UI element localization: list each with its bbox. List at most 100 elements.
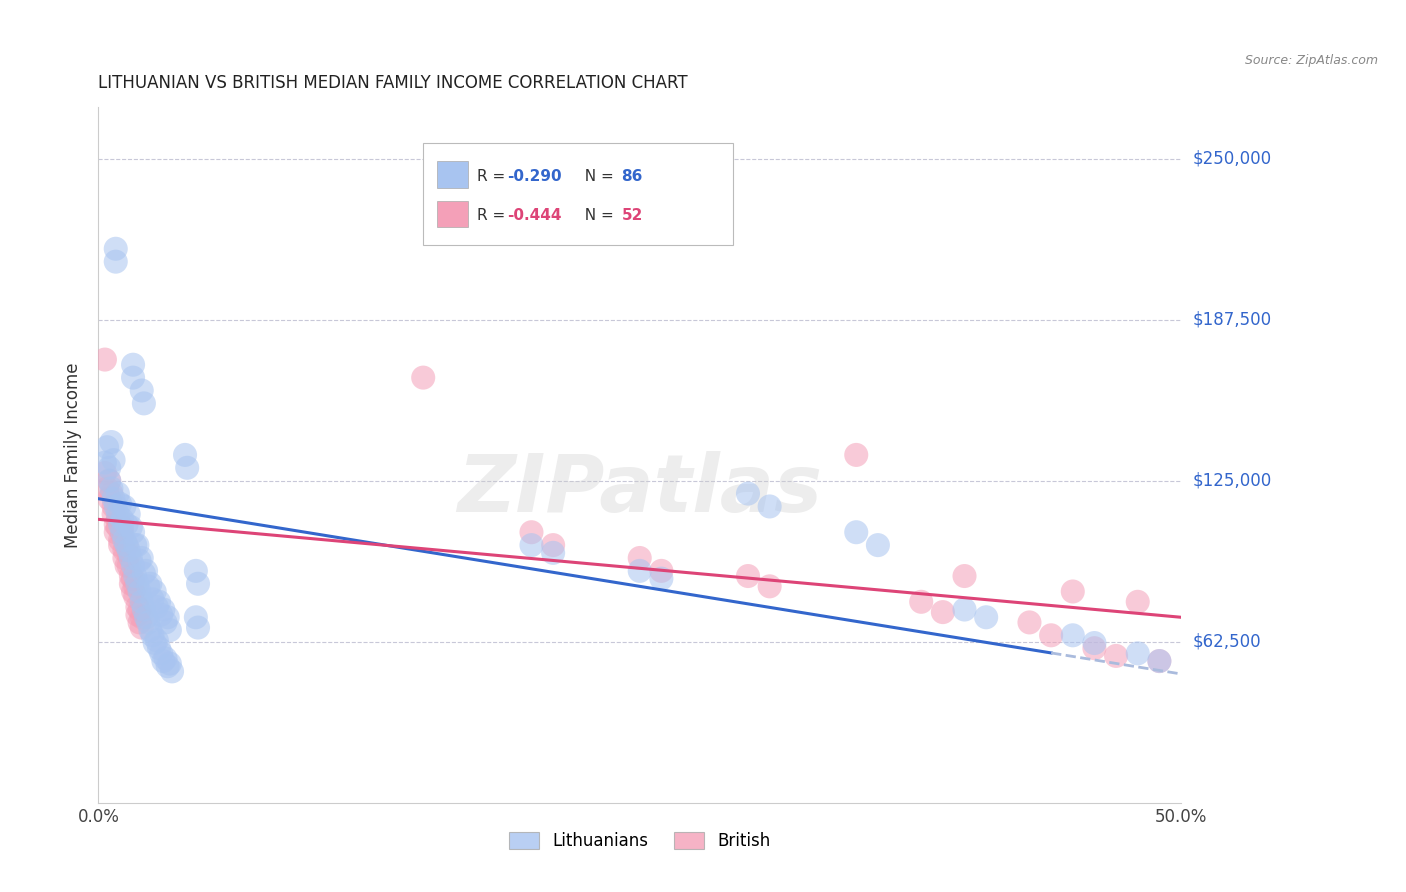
Point bbox=[103, 453, 125, 467]
Point bbox=[122, 572, 145, 586]
Point bbox=[100, 435, 122, 450]
Point bbox=[152, 654, 174, 668]
Point bbox=[96, 440, 118, 454]
Point bbox=[128, 615, 150, 630]
Point bbox=[628, 564, 651, 578]
Point bbox=[115, 517, 138, 532]
Point bbox=[122, 584, 145, 599]
Point bbox=[120, 576, 142, 591]
Point bbox=[143, 636, 166, 650]
Point bbox=[124, 590, 146, 604]
Text: R =: R = bbox=[477, 209, 510, 223]
Text: N =: N = bbox=[575, 209, 619, 223]
Point bbox=[650, 564, 672, 578]
Point bbox=[96, 482, 118, 496]
Point bbox=[118, 549, 141, 563]
Point bbox=[148, 595, 170, 609]
Point bbox=[184, 610, 207, 624]
Point bbox=[160, 665, 183, 679]
Point bbox=[1062, 584, 1084, 599]
Point bbox=[737, 486, 759, 500]
Point bbox=[124, 579, 146, 593]
Text: R =: R = bbox=[477, 169, 510, 184]
Point bbox=[94, 352, 117, 367]
Point bbox=[104, 500, 127, 514]
Point bbox=[135, 564, 157, 578]
Point bbox=[104, 517, 127, 532]
Point bbox=[104, 242, 127, 256]
Point bbox=[118, 507, 141, 521]
Point bbox=[1149, 654, 1171, 668]
Point bbox=[159, 623, 181, 637]
Point bbox=[120, 569, 142, 583]
Point bbox=[112, 500, 135, 514]
Point bbox=[150, 607, 173, 622]
Point bbox=[118, 543, 141, 558]
Point bbox=[155, 651, 177, 665]
Point bbox=[139, 576, 162, 591]
Point bbox=[132, 566, 155, 581]
Point bbox=[131, 551, 153, 566]
Point bbox=[112, 551, 135, 566]
Point bbox=[146, 599, 169, 614]
Point bbox=[1083, 641, 1105, 656]
Point bbox=[1105, 648, 1128, 663]
Point bbox=[112, 543, 135, 558]
Point bbox=[1040, 628, 1063, 642]
Point bbox=[115, 538, 138, 552]
Point bbox=[98, 491, 121, 506]
Point bbox=[108, 497, 131, 511]
Text: 86: 86 bbox=[621, 169, 643, 184]
Text: $62,500: $62,500 bbox=[1192, 632, 1261, 651]
Point bbox=[122, 370, 145, 384]
Point bbox=[108, 538, 131, 552]
Text: Source: ZipAtlas.com: Source: ZipAtlas.com bbox=[1244, 54, 1378, 67]
Point bbox=[111, 525, 134, 540]
Y-axis label: Median Family Income: Median Family Income bbox=[65, 362, 83, 548]
Point bbox=[1062, 628, 1084, 642]
Text: $187,500: $187,500 bbox=[1192, 310, 1271, 328]
Point bbox=[127, 576, 149, 591]
Point bbox=[122, 358, 145, 372]
Legend: Lithuanians, British: Lithuanians, British bbox=[502, 826, 778, 857]
Point bbox=[132, 602, 155, 616]
Point bbox=[932, 605, 955, 619]
Point bbox=[146, 633, 169, 648]
Point bbox=[845, 525, 868, 540]
Point bbox=[108, 533, 131, 547]
Point bbox=[132, 396, 155, 410]
Point bbox=[108, 517, 131, 532]
Point bbox=[127, 538, 149, 552]
Point bbox=[135, 610, 157, 624]
Point bbox=[845, 448, 868, 462]
Point bbox=[136, 579, 159, 593]
Point bbox=[98, 460, 121, 475]
Point bbox=[650, 572, 672, 586]
Point bbox=[136, 615, 159, 630]
Point bbox=[103, 500, 125, 514]
Point bbox=[112, 533, 135, 547]
Point bbox=[100, 482, 122, 496]
Point bbox=[107, 486, 129, 500]
Point bbox=[187, 621, 209, 635]
Point bbox=[155, 615, 177, 630]
Point bbox=[150, 646, 173, 660]
Point bbox=[98, 474, 121, 488]
Point bbox=[128, 584, 150, 599]
Text: -0.290: -0.290 bbox=[508, 169, 562, 184]
Point bbox=[974, 610, 997, 624]
Point bbox=[127, 607, 149, 622]
Point bbox=[141, 628, 165, 642]
Point bbox=[107, 520, 129, 534]
Point bbox=[94, 456, 117, 470]
Point bbox=[520, 538, 543, 552]
Point bbox=[520, 525, 543, 540]
Point bbox=[141, 592, 165, 607]
Text: 52: 52 bbox=[621, 209, 643, 223]
Point bbox=[107, 507, 129, 521]
Point bbox=[131, 384, 153, 398]
Point bbox=[120, 551, 142, 566]
Point bbox=[176, 460, 198, 475]
Point bbox=[107, 512, 129, 526]
Point bbox=[1126, 646, 1149, 660]
